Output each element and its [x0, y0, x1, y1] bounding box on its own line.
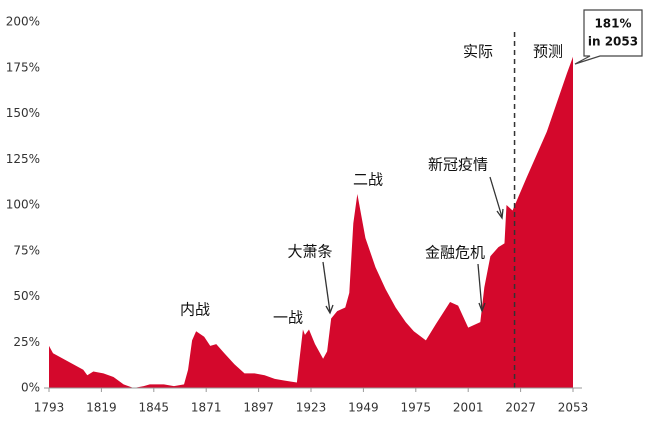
x-tick-label: 1819	[86, 401, 117, 415]
x-tick-label: 1845	[139, 401, 170, 415]
y-tick-label: 0%	[21, 381, 40, 395]
arrowhead	[478, 302, 486, 313]
annotation: 新冠疫情	[428, 156, 488, 174]
x-tick-label: 1871	[191, 401, 222, 415]
x-tick-label: 1793	[34, 401, 65, 415]
y-tick-label: 200%	[6, 15, 40, 29]
annotation: 预测	[533, 43, 563, 61]
arrowhead	[325, 304, 334, 315]
y-tick-label: 175%	[6, 60, 40, 74]
arrowhead	[496, 208, 504, 220]
y-tick-label: 25%	[13, 335, 40, 349]
y-tick-label: 150%	[6, 106, 40, 120]
x-tick-label: 2053	[558, 401, 589, 415]
y-tick-label: 125%	[6, 152, 40, 166]
y-tick-label: 50%	[13, 289, 40, 303]
x-tick-label: 2001	[453, 401, 484, 415]
arrow	[489, 176, 503, 218]
area	[49, 56, 573, 389]
annotation: 二战	[353, 171, 383, 189]
y-tick-label: 75%	[13, 243, 40, 257]
arrow	[477, 263, 483, 311]
annotation: 实际	[463, 43, 493, 61]
x-tick-label: 1949	[348, 401, 379, 415]
x-tick-label: 1923	[296, 401, 327, 415]
annotation: 大萧条	[287, 243, 332, 261]
x-tick-label: 2027	[505, 401, 536, 415]
annotation: 金融危机	[425, 244, 485, 262]
callout-text: 181%	[594, 17, 631, 31]
annotation: 一战	[273, 309, 303, 327]
x-tick-label: 1975	[401, 401, 432, 415]
callout-text: in 2053	[588, 35, 638, 49]
arrow	[322, 261, 331, 313]
callout-box	[574, 9, 643, 65]
y-tick-label: 100%	[6, 198, 40, 212]
annotation: 内战	[180, 301, 210, 319]
x-tick-label: 1897	[243, 401, 274, 415]
